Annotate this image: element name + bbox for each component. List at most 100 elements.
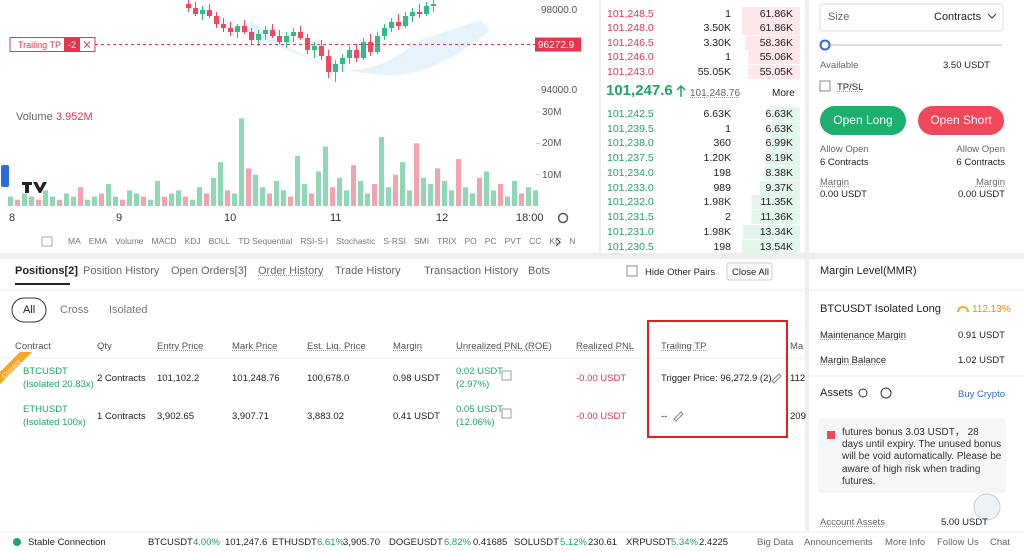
long-button[interactable]: [820, 106, 906, 135]
candle-body: [312, 46, 317, 50]
footer-link[interactable]: Follow Us: [937, 537, 979, 548]
indicator[interactable]: PC: [484, 236, 497, 246]
slider-knob[interactable]: [819, 39, 831, 51]
checkbox[interactable]: [819, 80, 831, 92]
size-unit[interactable]: Contracts: [934, 11, 982, 23]
ticker-price: 230.61: [588, 537, 618, 548]
settings-icon[interactable]: [557, 212, 569, 224]
indicator[interactable]: RSI-S-I: [300, 236, 329, 246]
ticker-symbol[interactable]: ETHUSDT: [272, 537, 317, 548]
buy-crypto[interactable]: Buy Crypto: [958, 389, 1005, 400]
close-all[interactable]: Close All: [732, 267, 769, 278]
qty: 2 Contracts: [97, 373, 146, 384]
indicator[interactable]: PO: [464, 236, 477, 246]
volume-tick-label: 30M: [542, 107, 562, 118]
indicator[interactable]: SMI: [414, 236, 430, 246]
volume-current: 3.952M: [56, 111, 93, 123]
depth-bar: [771, 107, 800, 121]
volume-bar: [141, 196, 146, 206]
indicator[interactable]: EMA: [88, 236, 108, 246]
candle-body: [270, 30, 275, 36]
book-price: 101,248.5: [607, 8, 654, 20]
bonus-text: futures bonus 3.03 USDT， 28 days until e…: [842, 427, 1002, 487]
tab[interactable]: Trade History: [335, 265, 401, 277]
indicator[interactable]: S-RSI: [383, 236, 407, 246]
contract[interactable]: BTCUSDT: [23, 366, 68, 377]
indicator-bar: MA EMA Volume MACD KDJ BOLL TD Sequential RSI-S…: [68, 236, 575, 246]
pnl: 0.05 USDT: [456, 404, 503, 415]
book-size: 989: [713, 182, 731, 194]
short-button[interactable]: [918, 106, 1004, 135]
book-size: 1: [725, 123, 731, 135]
tab[interactable]: Positions[2]: [15, 265, 78, 277]
candle-body: [291, 32, 296, 36]
volume-bar: [337, 177, 342, 206]
hide-other-pairs[interactable]: Hide Other Pairs: [645, 267, 716, 278]
volume-bar: [316, 171, 321, 206]
volume-bar: [498, 184, 503, 206]
contract[interactable]: ETHUSDT: [23, 404, 68, 415]
filter[interactable]: Isolated: [109, 304, 148, 316]
volume-bar: [470, 193, 475, 206]
chat-icon[interactable]: [973, 493, 1001, 521]
open-long[interactable]: Open Long: [833, 113, 893, 127]
tpsl[interactable]: TP/SL: [837, 82, 864, 93]
indicator[interactable]: CC: [529, 236, 542, 246]
tab[interactable]: Position History: [83, 265, 160, 277]
indicator[interactable]: MA: [68, 236, 81, 246]
volume-bar: [323, 146, 328, 206]
mark-price: 101,248.76: [690, 88, 741, 99]
more[interactable]: More: [772, 88, 795, 99]
indicator[interactable]: Volume: [115, 236, 144, 246]
volume-tick-label: 20M: [542, 138, 562, 150]
column-header: Contract: [15, 341, 51, 352]
indicator[interactable]: TRIX: [437, 236, 457, 246]
footer-link[interactable]: More Info: [885, 537, 926, 548]
trailing-tp[interactable]: --: [661, 411, 668, 422]
book-size: 360: [713, 137, 731, 149]
indicator[interactable]: KC: [549, 236, 562, 246]
open-short[interactable]: Open Short: [930, 113, 992, 127]
side-handle[interactable]: [1, 165, 9, 187]
ticker-symbol[interactable]: SOLUSDT: [514, 537, 559, 548]
indicator[interactable]: N: [569, 236, 576, 246]
volume-bar: [57, 199, 62, 206]
ticker-symbol[interactable]: BTCUSDT: [148, 537, 193, 548]
allow-value: 6 Contracts: [820, 157, 869, 168]
volume-bar: [232, 193, 237, 206]
indicator[interactable]: BOLL: [208, 236, 231, 246]
indicator[interactable]: PVT: [504, 236, 522, 246]
candle-body: [235, 26, 240, 32]
close-all-box[interactable]: [726, 262, 773, 281]
indicator[interactable]: MACD: [151, 236, 177, 246]
footer-link[interactable]: Chat: [990, 537, 1011, 548]
indicator[interactable]: TD Sequential: [238, 236, 293, 246]
footer-link[interactable]: Announcements: [804, 537, 873, 548]
indicator-icon[interactable]: [41, 236, 53, 247]
x-label: 18:00: [516, 212, 544, 224]
size-input[interactable]: [819, 3, 1004, 32]
entry-price: 3,902.65: [157, 411, 194, 422]
tab[interactable]: Bots: [528, 265, 551, 277]
account-assets: 5.00 USDT: [941, 517, 988, 528]
tab[interactable]: Order History: [258, 265, 324, 277]
volume-bar: [64, 193, 69, 206]
footer-link[interactable]: Big Data: [757, 537, 794, 548]
filter[interactable]: Cross: [60, 304, 89, 316]
trailing-tp[interactable]: Trigger Price: 96,272.9 (2): [661, 373, 772, 384]
volume-label: Volume: [16, 111, 53, 123]
ticker-symbol[interactable]: DOGEUSDT: [389, 537, 443, 548]
candle-body: [333, 64, 338, 72]
tab[interactable]: Open Orders[3]: [171, 265, 247, 277]
ticker-symbol[interactable]: XRPUSDT: [626, 537, 672, 548]
checkbox[interactable]: [626, 265, 638, 277]
tab[interactable]: Transaction History: [424, 265, 519, 277]
filter-pill[interactable]: [11, 297, 47, 323]
margin-pair[interactable]: BTCUSDT Isolated Long: [820, 303, 941, 315]
indicator[interactable]: KDJ: [184, 236, 201, 246]
mode: (Isolated 100x): [23, 417, 86, 428]
indicator[interactable]: Stochastic: [336, 236, 376, 246]
margin-title: Margin Level(MMR): [820, 265, 917, 277]
filter[interactable]: All: [23, 304, 36, 316]
